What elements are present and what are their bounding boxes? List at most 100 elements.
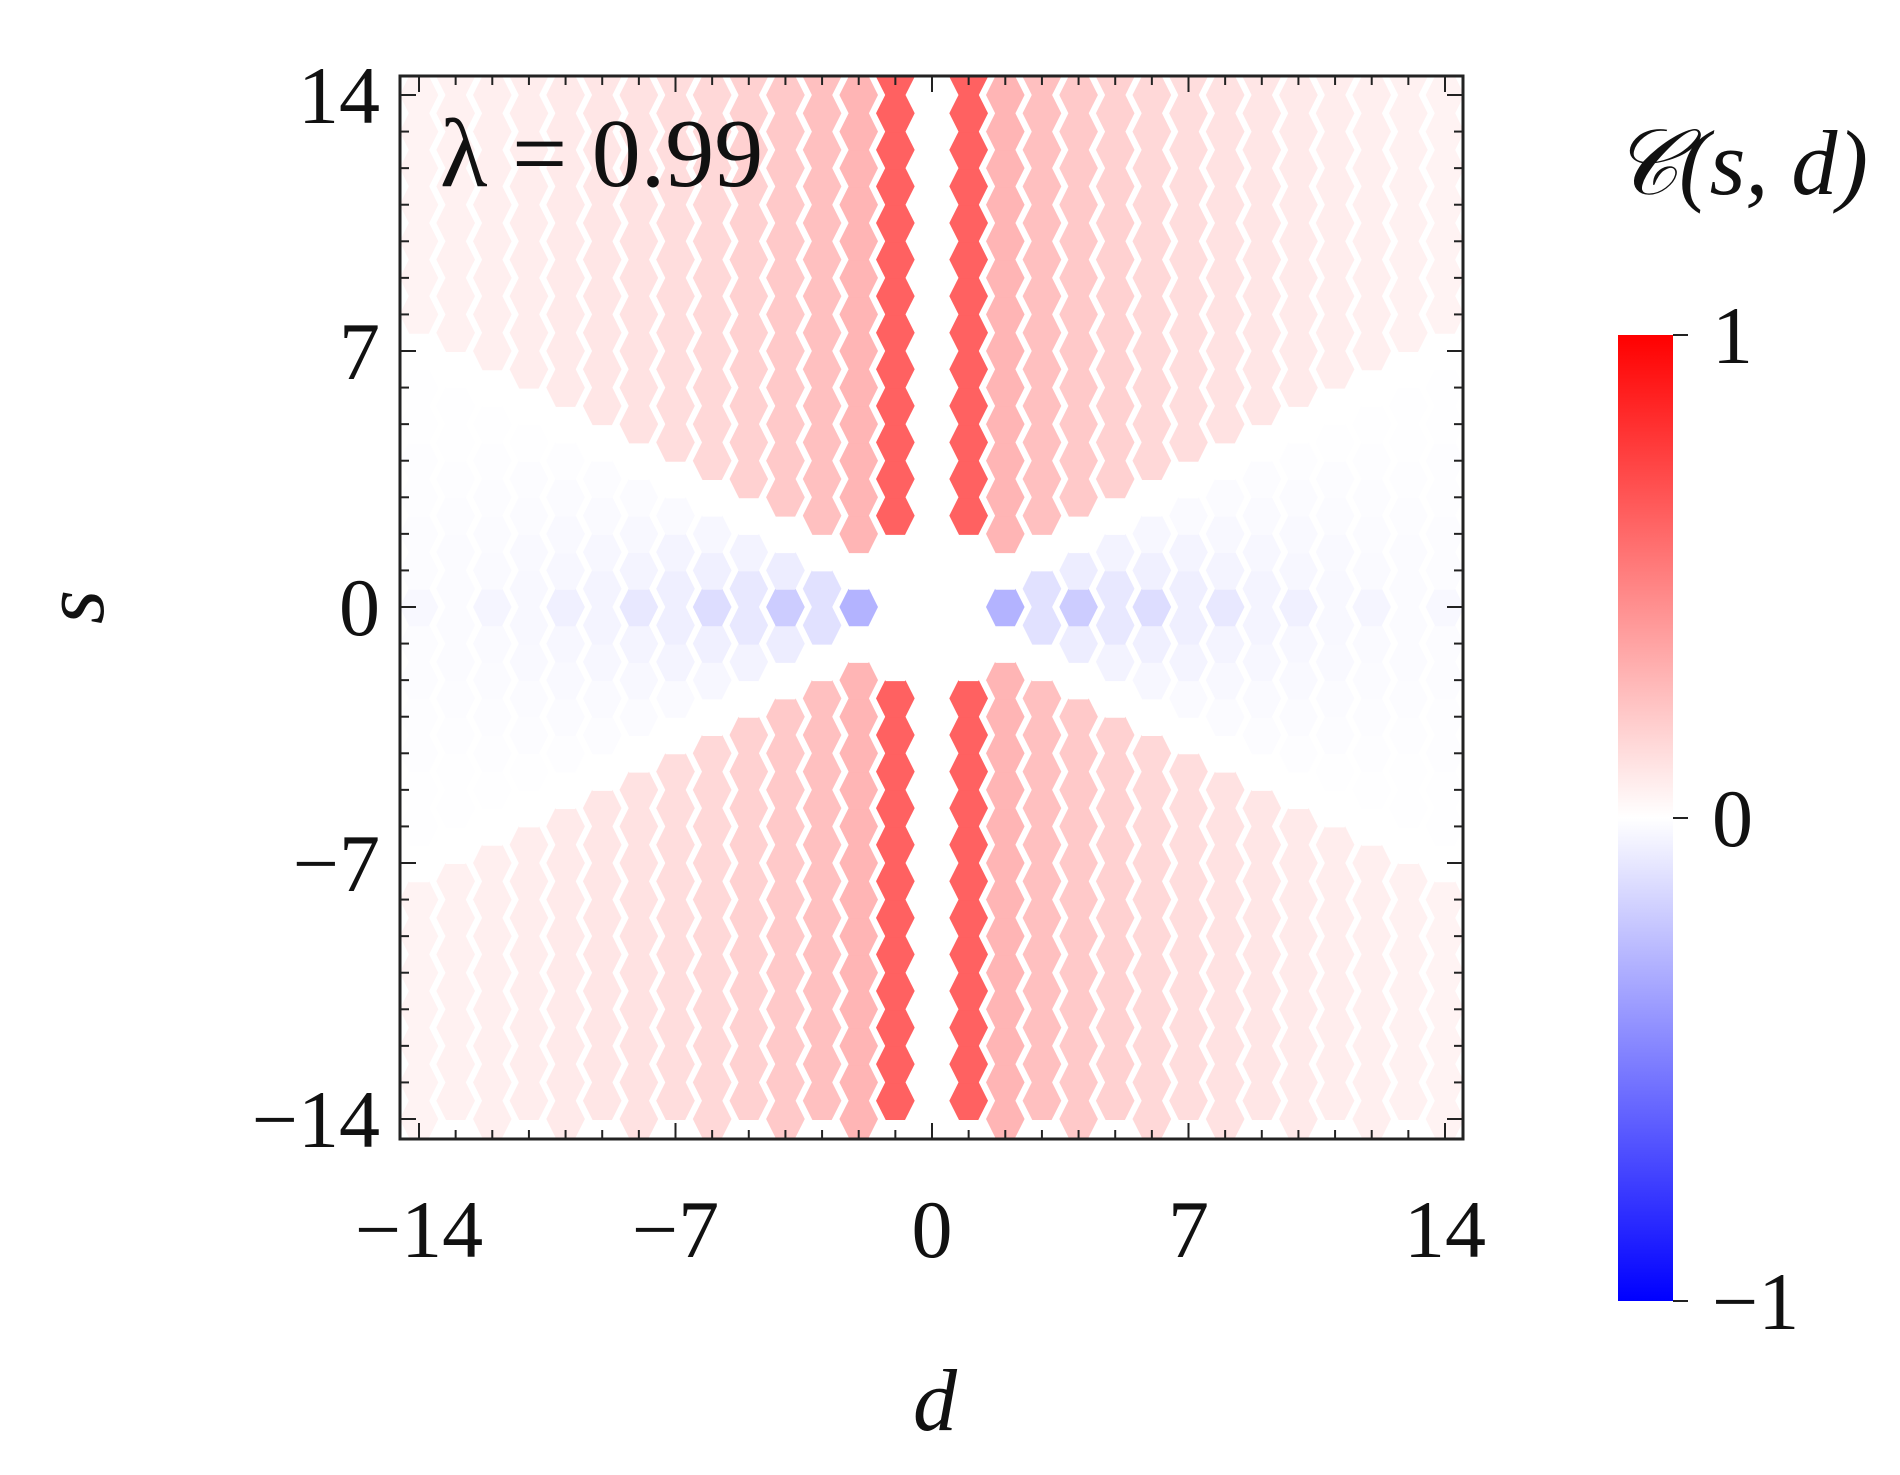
heatmap-cell <box>729 386 769 426</box>
heatmap-cell <box>1389 350 1428 389</box>
heatmap-cell <box>656 167 695 206</box>
heatmap-cell <box>619 624 659 663</box>
heatmap-cell <box>1022 350 1062 389</box>
heatmap-cell <box>1169 862 1208 901</box>
heatmap-cell <box>436 752 475 791</box>
heatmap-cell <box>1315 715 1355 755</box>
heatmap-cell <box>949 76 988 96</box>
heatmap-cell <box>656 825 695 864</box>
heatmap-cell <box>509 459 549 499</box>
heatmap-cell <box>1059 807 1098 846</box>
heatmap-cell <box>436 167 475 206</box>
heatmap-cell <box>1205 441 1245 480</box>
heatmap-cell <box>1315 862 1355 901</box>
y-tick-label: −14 <box>252 1074 380 1165</box>
heatmap-cell <box>729 423 769 462</box>
heatmap-cell <box>912 551 952 590</box>
heatmap-cell <box>1279 148 1318 188</box>
heatmap-cell <box>1315 825 1355 864</box>
heatmap-cell <box>802 862 842 901</box>
heatmap-cell <box>1389 167 1428 206</box>
heatmap-cell <box>619 953 659 992</box>
heatmap-cell <box>692 660 732 700</box>
heatmap-cell <box>839 441 878 480</box>
heatmap-cell <box>1205 807 1245 846</box>
heatmap-cell <box>582 167 622 206</box>
heatmap-cell <box>436 532 475 572</box>
heatmap-cell <box>1132 478 1172 517</box>
heatmap-cell <box>1389 203 1428 243</box>
heatmap-cell <box>1352 441 1391 480</box>
heatmap-cell <box>766 112 805 151</box>
heatmap-cell <box>912 1099 952 1139</box>
heatmap-cell <box>546 807 585 846</box>
heatmap-cell <box>1095 130 1135 170</box>
heatmap-cell <box>1279 222 1318 261</box>
heatmap-cell <box>1022 94 1062 133</box>
heatmap-cell <box>473 916 512 956</box>
heatmap-cell <box>949 788 988 828</box>
heatmap-cell <box>1352 1099 1391 1139</box>
heatmap-cell <box>1279 185 1318 224</box>
heatmap-cell <box>656 1008 695 1047</box>
heatmap-cell <box>1425 1099 1463 1139</box>
heatmap-cell <box>949 532 988 572</box>
heatmap-cell <box>546 734 585 773</box>
heatmap-cell <box>692 697 732 736</box>
heatmap-cell <box>1169 1081 1208 1120</box>
heatmap-cell <box>436 386 475 426</box>
heatmap-cell <box>1132 148 1172 188</box>
heatmap-cell <box>949 898 988 938</box>
heatmap-cell <box>1059 514 1098 554</box>
heatmap-cell <box>1315 386 1355 426</box>
heatmap-cell <box>582 313 622 352</box>
heatmap-cell <box>400 295 439 334</box>
heatmap-cell <box>1315 94 1355 133</box>
heatmap-cell <box>1169 240 1208 279</box>
heatmap-cell <box>619 76 659 115</box>
heatmap-cell <box>1205 76 1245 115</box>
heatmap-cell <box>582 240 622 279</box>
heatmap-cell <box>1205 1063 1245 1102</box>
heatmap-cell <box>1205 514 1245 554</box>
heatmap-cell <box>802 1081 842 1120</box>
heatmap-cell <box>1242 240 1282 279</box>
heatmap-cell <box>1242 1008 1282 1047</box>
heatmap-cell <box>912 843 952 883</box>
heatmap-cell <box>692 551 732 590</box>
heatmap-cell <box>1095 642 1135 682</box>
colorbar-tick-label: 1 <box>1712 290 1753 381</box>
heatmap-cell <box>1205 295 1245 334</box>
heatmap-cell <box>949 569 988 608</box>
heatmap-cell <box>986 880 1025 919</box>
heatmap-cell <box>436 459 475 499</box>
heatmap-cell <box>1425 404 1463 444</box>
heatmap-cell <box>802 167 842 206</box>
heatmap-cell <box>473 331 512 371</box>
heatmap-cell <box>509 1008 549 1047</box>
heatmap-cell <box>802 386 842 426</box>
heatmap-cell <box>1169 788 1208 828</box>
heatmap-cell <box>473 368 512 407</box>
heatmap-cell <box>1352 148 1391 188</box>
heatmap-cell <box>986 587 1025 627</box>
heatmap-cell <box>1095 167 1135 206</box>
heatmap-cell <box>766 880 805 919</box>
heatmap-cell <box>839 148 878 188</box>
heatmap-cell <box>1389 825 1428 864</box>
heatmap-cell <box>656 971 695 1011</box>
heatmap-cell <box>509 386 549 426</box>
heatmap-cell <box>986 76 1025 115</box>
heatmap-cell <box>1352 880 1391 919</box>
heatmap-cell <box>1132 551 1172 590</box>
heatmap-cell <box>986 1026 1025 1066</box>
heatmap-cell <box>1425 148 1463 188</box>
heatmap-cell <box>1205 551 1245 590</box>
heatmap-cell <box>1315 1081 1355 1120</box>
heatmap-cell <box>1169 350 1208 389</box>
heatmap-cell <box>1132 1063 1172 1102</box>
heatmap-cell <box>766 1099 805 1139</box>
heatmap-cell <box>1022 825 1062 864</box>
heatmap-cell <box>802 679 842 718</box>
heatmap-cell <box>1389 1008 1428 1047</box>
